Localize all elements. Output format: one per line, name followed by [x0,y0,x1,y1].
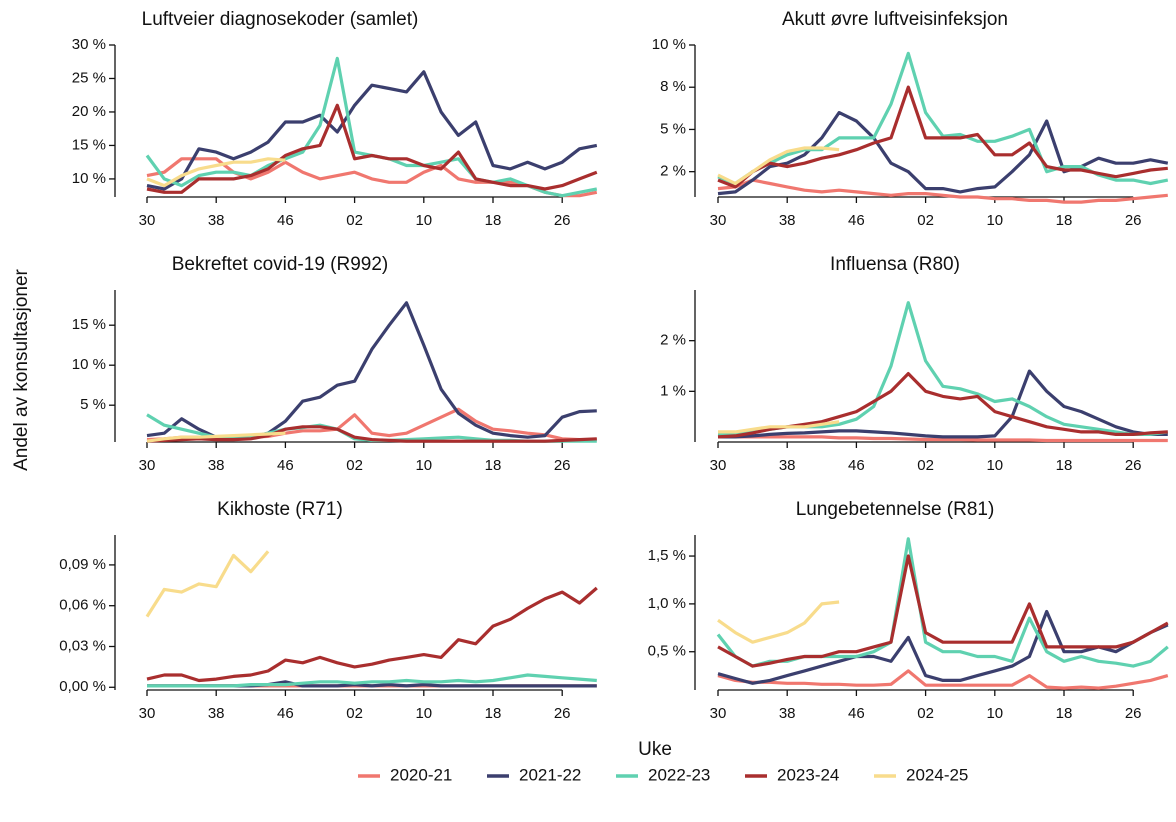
x-tick-label: 02 [346,457,363,474]
y-tick-label: 1,5 % [648,547,686,564]
y-tick-label: 10 % [72,356,106,373]
x-tick-label: 18 [1056,705,1073,722]
chart-title: Akutt øvre luftveisinfeksjon [782,9,1008,30]
x-tick-label: 10 [986,705,1003,722]
legend-label: 2024-25 [906,765,968,784]
y-tick-label: 1 % [660,382,686,399]
series-line [717,85,1168,189]
x-tick-label: 38 [779,457,796,474]
y-tick-label: 5 % [80,396,106,413]
x-tick-label: 30 [710,457,727,474]
x-tick-label: 26 [1125,705,1142,722]
x-tick-label: 46 [277,212,294,229]
x-tick-label: 46 [848,705,865,722]
y-tick-label: 5 % [660,120,686,137]
x-tick-label: 02 [917,212,934,229]
x-tick-label: 46 [848,212,865,229]
series-line [718,301,1169,436]
y-tick-label: 15 % [72,316,106,333]
series-line [717,669,1169,690]
chart-title: Bekreftet covid-19 (R992) [172,254,389,275]
y-tick-label: 10 % [652,36,686,53]
series-line [146,103,598,194]
x-tick-label: 26 [554,705,571,722]
x-tick-label: 18 [485,212,502,229]
x-tick-label: 18 [485,457,502,474]
x-tick-label: 46 [277,705,294,722]
x-tick-label: 38 [779,212,796,229]
y-tick-label: 30 % [72,36,106,53]
y-tick-label: 0,09 % [59,556,106,573]
chart-title: Luftveier diagnosekoder (samlet) [142,9,419,30]
series-line [146,301,597,441]
chart-title: Lungebetennelse (R81) [796,499,995,520]
series-line [146,157,286,188]
chart-title: Kikhoste (R71) [217,499,343,520]
x-tick-label: 10 [415,705,432,722]
y-tick-label: 2 % [660,163,686,180]
y-tick-label: 10 % [72,170,106,187]
x-tick-label: 30 [139,457,156,474]
x-tick-label: 26 [554,457,571,474]
series-line [146,431,286,443]
series-line [145,550,270,618]
x-tick-label: 02 [346,212,363,229]
y-tick-label: 0,5 % [648,643,686,660]
x-tick-label: 38 [208,457,225,474]
y-tick-label: 0,00 % [59,678,106,695]
x-tick-label: 26 [1125,457,1142,474]
x-tick-label: 26 [1125,212,1142,229]
legend-label: 2022-23 [648,765,710,784]
series-line [717,111,1169,196]
y-tick-label: 25 % [72,69,106,86]
x-tick-label: 10 [415,457,432,474]
x-tick-label: 02 [917,705,934,722]
x-tick-label: 38 [208,212,225,229]
x-tick-label: 18 [485,705,502,722]
legend-label: 2021-22 [519,765,581,784]
legend-label: 2020-21 [390,765,452,784]
x-tick-label: 38 [779,705,796,722]
series-line [146,586,598,683]
series-line [146,425,597,443]
legend-label: 2023-24 [777,765,839,784]
series-line [718,435,1168,443]
x-tick-label: 30 [710,212,727,229]
series-line [717,178,1168,204]
y-tick-label: 2 % [660,332,686,349]
x-tick-label: 18 [1056,212,1073,229]
y-axis-label: Andel av konsultasjoner [11,268,32,470]
x-tick-label: 02 [917,457,934,474]
series-line [717,146,840,186]
series-line [717,600,840,644]
x-tick-label: 38 [208,705,225,722]
y-tick-label: 8 % [660,78,686,95]
x-tick-label: 10 [415,212,432,229]
series-line [147,673,597,688]
y-tick-label: 0,06 % [59,597,106,614]
x-tick-label: 02 [346,705,363,722]
series-line [146,70,598,191]
chart-title: Influensa (R80) [830,254,960,275]
x-tick-label: 30 [139,705,156,722]
series-line [717,554,1169,668]
x-axis-label: Uke [638,739,672,760]
x-tick-label: 10 [986,457,1003,474]
y-tick-label: 15 % [72,136,106,153]
y-tick-label: 20 % [72,103,106,120]
series-line [145,56,598,198]
series-line [718,369,1168,439]
x-tick-label: 10 [986,212,1003,229]
x-tick-label: 26 [554,212,571,229]
x-tick-label: 46 [277,457,294,474]
x-tick-label: 46 [848,457,865,474]
y-tick-label: 0,03 % [59,637,106,654]
x-tick-label: 30 [139,212,156,229]
y-tick-label: 1,0 % [648,595,686,612]
series-line [718,420,840,434]
x-tick-label: 18 [1056,457,1073,474]
x-tick-label: 30 [710,705,727,722]
